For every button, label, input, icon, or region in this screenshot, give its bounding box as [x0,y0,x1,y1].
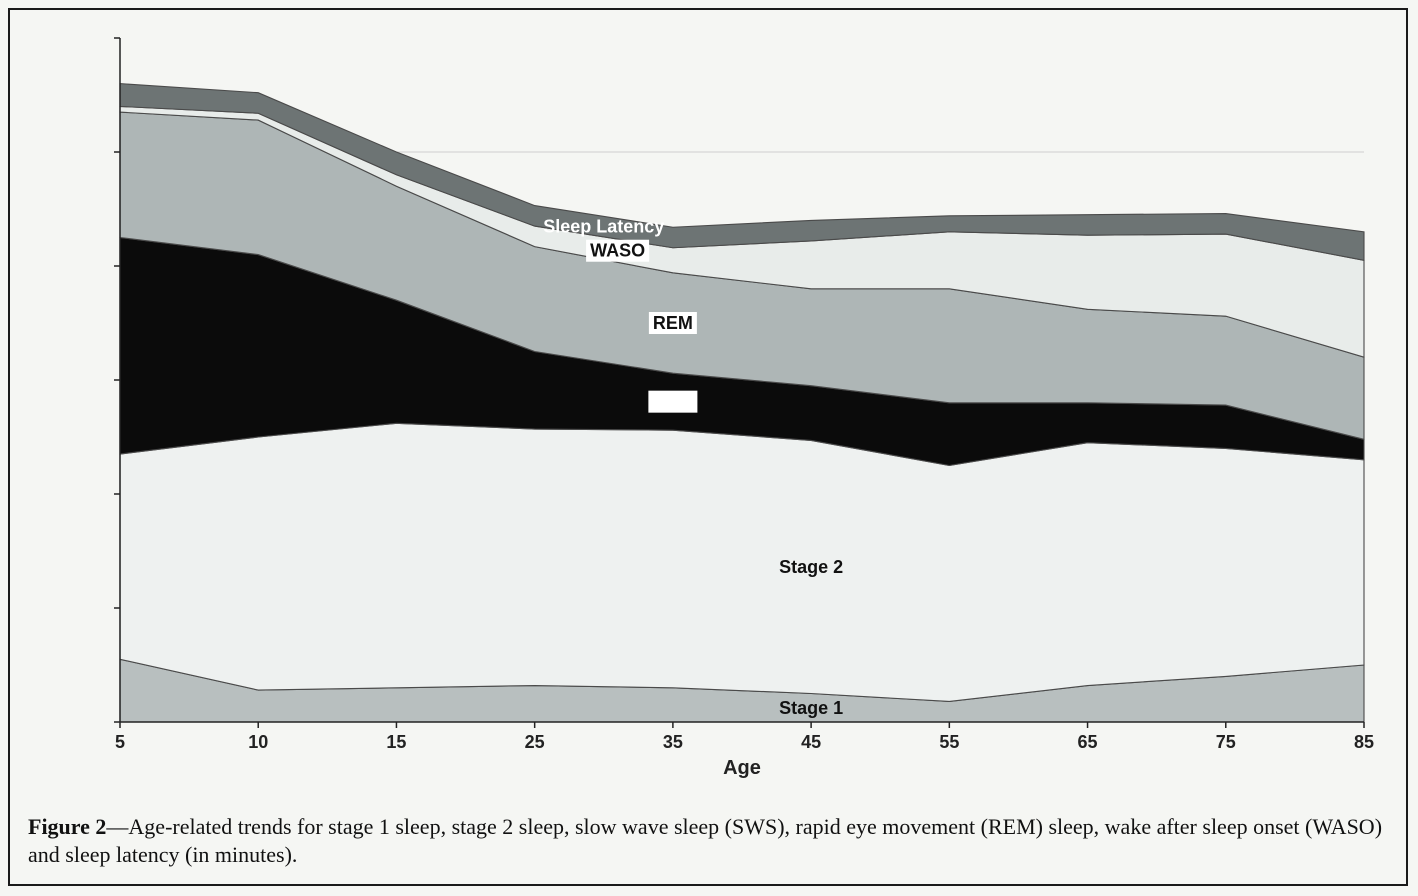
x-tick-label: 45 [801,732,821,752]
x-tick-label: 35 [663,732,683,752]
x-tick-label: 15 [386,732,406,752]
svg-text:Sleep Latency: Sleep Latency [543,217,664,237]
series-label-sleep-latency: Sleep Latency [543,217,664,237]
x-tick-label: 10 [248,732,268,752]
stacked-area-chart: 01002003004005006005101525354555657585Ag… [110,34,1374,786]
figure-frame: 01002003004005006005101525354555657585Ag… [8,8,1408,886]
series-label-waso: WASO [586,240,649,262]
series-label-stage-2: Stage 2 [779,557,843,577]
x-tick-label: 5 [115,732,125,752]
x-tick-label: 85 [1354,732,1374,752]
x-tick-label: 25 [525,732,545,752]
caption-text: —Age-related trends for stage 1 sleep, s… [28,814,1382,868]
area-stage-2 [120,423,1364,701]
series-label-rem: REM [649,312,697,334]
svg-text:WASO: WASO [590,241,645,261]
x-axis-title: Age [723,757,761,779]
series-label-stage-1: Stage 1 [779,698,843,718]
x-tick-label: 65 [1078,732,1098,752]
chart-container: 01002003004005006005101525354555657585Ag… [110,34,1374,786]
svg-text:Stage 1: Stage 1 [779,698,843,718]
figure-caption: Figure 2—Age-related trends for stage 1 … [28,813,1388,870]
x-tick-label: 55 [939,732,959,752]
svg-text:SWS: SWS [652,392,693,412]
svg-text:REM: REM [653,313,693,333]
x-tick-label: 75 [1216,732,1236,752]
caption-prefix: Figure 2 [28,814,106,839]
svg-text:Stage 2: Stage 2 [779,557,843,577]
series-label-sws: SWS [648,391,697,413]
